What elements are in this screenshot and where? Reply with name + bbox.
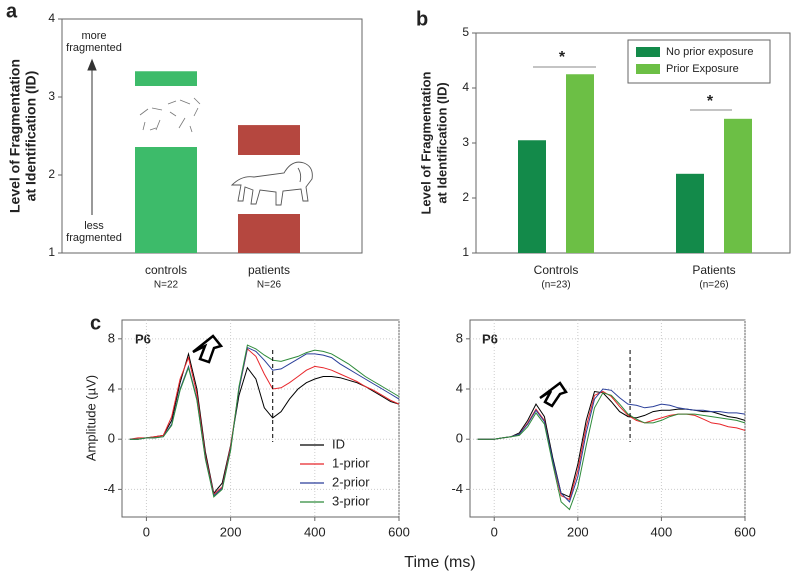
arrow-marker — [539, 381, 568, 408]
legend-swatch — [636, 47, 660, 57]
bar — [518, 140, 546, 253]
y-axis-title: Level of Fragmentation at Identification… — [418, 71, 449, 214]
line-series — [129, 344, 400, 498]
y-tick-label: 3 — [48, 89, 55, 103]
legend-label: Prior Exposure — [666, 63, 739, 75]
line-series — [477, 388, 746, 503]
y-axis-title-line: Level of Fragmentation — [418, 71, 433, 214]
illustrations — [128, 86, 568, 408]
x-tick-sublabel: N=22 — [154, 280, 179, 291]
legend-label: 2-prior — [332, 474, 370, 489]
legend-label: No prior exposure — [666, 46, 753, 58]
y-tick-label: 2 — [462, 190, 469, 204]
y-axis-title-line: Level of Fragmentation — [7, 59, 23, 213]
x-tick-label: Controls — [534, 263, 579, 277]
line-series — [477, 390, 746, 501]
y-tick-label: 5 — [462, 25, 469, 39]
y-tick-label: 0 — [108, 431, 115, 446]
annotation: fragmented — [66, 42, 122, 54]
annotation: P6 — [135, 331, 151, 346]
plot-frame — [469, 319, 746, 518]
y-tick-label: 2 — [48, 167, 55, 181]
x-tick-label: controls — [145, 263, 187, 277]
x-tick-label: 0 — [491, 524, 498, 539]
line-series — [129, 351, 400, 495]
y-tick-label: 8 — [456, 330, 463, 345]
y-axis-title: Amplitude (µV) — [83, 375, 98, 461]
line-series — [477, 392, 746, 511]
y-axis-title: Level of Fragmentation at Identification… — [7, 59, 39, 213]
panel-label: b — [416, 8, 428, 30]
y-tick-label: -4 — [103, 481, 115, 496]
legend-label: 1-prior — [332, 455, 370, 470]
x-tick-label: 600 — [734, 524, 756, 539]
y-tick-label: -4 — [451, 481, 463, 496]
x-tick-label: 600 — [388, 524, 410, 539]
x-axis-title: Time (ms) — [404, 554, 475, 571]
arrow — [87, 58, 97, 215]
line-series — [129, 347, 400, 496]
panel-label: a — [6, 0, 18, 22]
lion — [230, 161, 313, 206]
y-axis-title-line: at Identification (ID) — [23, 71, 39, 202]
annotation: fragmented — [66, 232, 122, 244]
legend-label: ID — [332, 436, 345, 451]
y-tick-label: 0 — [456, 431, 463, 446]
bar — [724, 118, 752, 253]
annotation: more — [81, 30, 106, 42]
y-tick-label: 8 — [108, 330, 115, 345]
annotation: * — [707, 93, 714, 110]
x-tick-label: 400 — [651, 524, 673, 539]
plot-frame — [121, 319, 400, 518]
y-tick-label: 4 — [462, 80, 469, 94]
x-tick-sublabel: N=26 — [257, 280, 282, 291]
y-tick-label: 4 — [108, 380, 115, 395]
y-tick-label: 4 — [456, 380, 463, 395]
plot-frame — [61, 18, 363, 254]
legend-label: 3-prior — [332, 493, 370, 508]
y-tick-label: 1 — [462, 245, 469, 259]
annotation: P6 — [482, 331, 498, 346]
annotation: * — [559, 49, 566, 66]
y-tick-label: 4 — [48, 11, 55, 25]
annotation: less — [84, 220, 104, 232]
line-series — [477, 390, 746, 498]
x-tick-sublabel: (n=26) — [699, 280, 728, 291]
fragmented-lion — [139, 97, 201, 133]
bar — [566, 74, 594, 253]
legend-swatch — [636, 64, 660, 74]
y-axis-title-line: at Identification (ID) — [434, 82, 449, 203]
x-tick-label: patients — [248, 263, 290, 277]
x-tick-label: Patients — [692, 263, 735, 277]
y-tick-label: 3 — [462, 135, 469, 149]
bar — [676, 173, 704, 253]
panel-label: c — [90, 312, 101, 334]
x-tick-label: 200 — [567, 524, 589, 539]
x-tick-label: 400 — [304, 524, 326, 539]
x-tick-label: 0 — [143, 524, 150, 539]
y-tick-label: 1 — [48, 245, 55, 259]
image-background — [128, 86, 204, 147]
x-tick-label: 200 — [220, 524, 242, 539]
x-tick-sublabel: (n=23) — [541, 280, 570, 291]
image-background — [232, 155, 308, 214]
arrow-marker — [192, 334, 224, 364]
